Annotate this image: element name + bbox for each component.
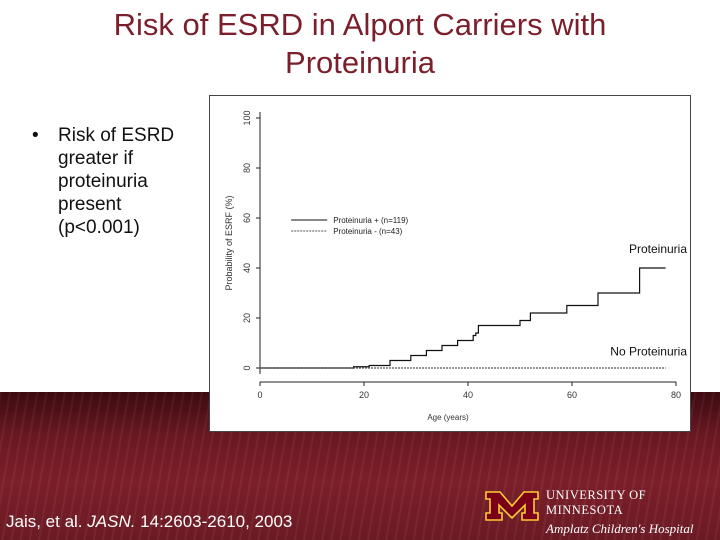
logo-university-name: UNIVERSITY OF MINNESOTA <box>546 488 647 517</box>
y-tick-label: 40 <box>242 263 252 273</box>
logo-wordmark: UNIVERSITY OF MINNESOTA Amplatz Children… <box>546 488 720 537</box>
bullet-text: Risk of ESRD greater if proteinuria pres… <box>58 125 175 238</box>
university-block-m-logo <box>485 491 539 521</box>
title-line-2: Proteinuria <box>285 45 435 80</box>
logo-hospital-name: Amplatz Children's Hospital <box>546 521 694 536</box>
annotation-proteinuria: Proteinuria <box>629 242 687 256</box>
x-tick-label: 80 <box>671 390 681 400</box>
x-axis-label: Age (years) <box>427 413 469 422</box>
slide-title: Risk of ESRD in Alport Carriers with Pro… <box>30 6 690 82</box>
bullet-marker: • <box>32 125 39 146</box>
chart-panel: 0 20 40 60 80 100 0 20 40 60 80 Probability of ESRF… <box>209 95 691 432</box>
y-tick-label: 100 <box>242 110 252 125</box>
y-tick-label: 60 <box>242 213 252 223</box>
y-tick-label: 20 <box>242 313 252 323</box>
series-line-1 <box>260 267 666 369</box>
citation-authors: Jais, et al. <box>6 512 88 531</box>
x-tick-label: 0 <box>257 390 262 400</box>
legend-label: Proteinuria - (n=43) <box>333 227 402 236</box>
y-tick-label: 80 <box>242 163 252 173</box>
citation: Jais, et al. JASN. 14:2603-2610, 2003 <box>6 512 292 532</box>
x-tick-label: 20 <box>359 390 369 400</box>
title-line-1: Risk of ESRD in Alport Carriers with <box>113 7 607 42</box>
citation-journal: JASN. <box>87 512 136 531</box>
citation-details: 14:2603-2610, 2003 <box>135 512 293 531</box>
annotation-no-proteinuria: No Proteinuria <box>610 345 687 359</box>
x-tick-label: 40 <box>463 390 473 400</box>
y-axis-label: Probability of ESRF (%) <box>224 195 234 290</box>
kaplan-meier-chart: 0 20 40 60 80 100 0 20 40 60 80 Probability of ESRF… <box>224 110 687 422</box>
y-tick-label: 0 <box>242 365 252 370</box>
x-tick-label: 60 <box>567 390 577 400</box>
legend-label: Proteinuria + (n=119) <box>333 216 408 225</box>
